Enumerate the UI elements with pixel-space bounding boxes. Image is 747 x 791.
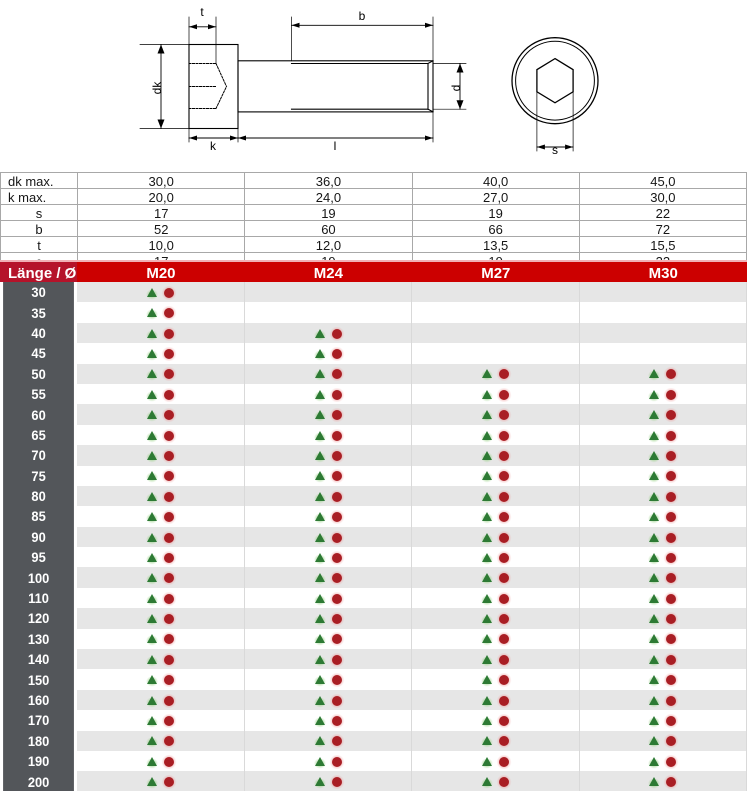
svg-text:l: l bbox=[334, 139, 337, 153]
svg-text:dk: dk bbox=[150, 81, 164, 95]
svg-text:s: s bbox=[552, 143, 558, 157]
svg-text:t: t bbox=[200, 5, 204, 19]
svg-text:d: d bbox=[449, 85, 463, 92]
svg-text:k: k bbox=[210, 139, 217, 153]
svg-text:b: b bbox=[359, 9, 366, 23]
